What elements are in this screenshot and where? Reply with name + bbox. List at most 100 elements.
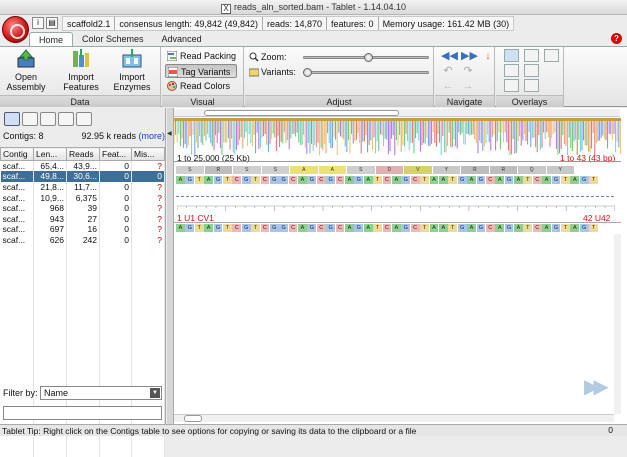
overview-scroll-thumb[interactable]: [204, 110, 399, 116]
memory-usage: Memory usage: 161.42 MB (30): [382, 19, 510, 29]
table-cell: ?: [131, 192, 165, 203]
table-row[interactable]: scaf... 697 16 0?: [0, 224, 165, 235]
feature-track-line: [176, 196, 614, 197]
table-row[interactable]: scaf... 626 242 0?: [0, 234, 165, 246]
overview-scrollbar[interactable]: [174, 109, 620, 117]
fast-forward-icon[interactable]: ▶▶: [584, 376, 609, 398]
empty-row: [0, 298, 165, 309]
table-row[interactable]: scaf... 65,4... 43,9... 0?: [0, 160, 165, 172]
page-left-icon[interactable]: ◀◀: [441, 50, 458, 62]
contigs-tab-icon[interactable]: [4, 112, 20, 126]
overlay-settings-icon[interactable]: [504, 79, 519, 92]
reads-count: reads: 14,870: [263, 17, 328, 30]
table-row[interactable]: scaf... 10,9... 6,375 0?: [0, 192, 165, 203]
empty-row: [0, 319, 165, 330]
amino-acid-cell: S: [347, 166, 375, 174]
filter-label: Filter by:: [3, 388, 38, 398]
read-colors-button[interactable]: Read Colors: [165, 79, 237, 93]
base-cell: C: [232, 224, 242, 232]
search-tab-icon[interactable]: [76, 112, 92, 126]
filter-input[interactable]: [3, 406, 162, 420]
tab-color-schemes[interactable]: Color Schemes: [82, 34, 144, 44]
read-packing-button[interactable]: Read Packing: [165, 49, 237, 63]
coverage-overview[interactable]: [174, 118, 621, 158]
status-right-value: 0: [608, 425, 613, 435]
overlay-reads-icon[interactable]: [504, 64, 519, 77]
features-tab-icon[interactable]: [22, 112, 38, 126]
tab-advanced[interactable]: Advanced: [161, 34, 202, 44]
zoom-slider-thumb[interactable]: [363, 53, 373, 62]
page-right-icon[interactable]: ▶▶: [461, 50, 478, 62]
filter-select[interactable]: Name ▼: [40, 386, 162, 400]
contigs-summary: Contigs: 8 92.95 k reads (more): [3, 131, 165, 141]
table-row[interactable]: scaf... 21,8... 11,7... 0?: [0, 181, 165, 193]
open-assembly-button[interactable]: Open Assembly: [6, 49, 46, 92]
base-cell: T: [194, 176, 204, 184]
notes-tab-icon[interactable]: [40, 112, 56, 126]
column-header[interactable]: Feat...: [99, 147, 132, 161]
horizontal-scrollbar[interactable]: [174, 414, 614, 422]
overlay-bars-icon[interactable]: [524, 79, 539, 92]
column-header[interactable]: Mis...: [131, 147, 165, 161]
contig-name: scaffold2.1: [63, 17, 116, 30]
table-cell: 0: [99, 160, 132, 172]
variants-slider-thumb[interactable]: [303, 68, 312, 77]
overlay-chart-icon[interactable]: [544, 49, 559, 62]
assembly-viewer[interactable]: [173, 108, 627, 424]
tag-variants-button[interactable]: Tag Variants: [165, 64, 237, 78]
variants-slider[interactable]: [303, 71, 429, 74]
table-cell: 0: [99, 181, 132, 193]
empty-row: [0, 361, 165, 373]
horizontal-scroll-thumb[interactable]: [184, 415, 202, 422]
navigate-group: ◀◀ ▶▶ ↓ ↶ ↷ ← → Navigate: [435, 47, 495, 107]
overlay-columns-icon[interactable]: [524, 64, 539, 77]
table-cell: ?: [131, 234, 165, 246]
table-row[interactable]: scaf... 968 39 0?: [0, 202, 165, 214]
table-cell: scaf...: [0, 234, 34, 246]
column-header[interactable]: Len...: [33, 147, 67, 161]
contigs-reads-count: 92.95 k reads: [81, 131, 136, 141]
overview-divider: [174, 161, 621, 162]
colors-tab-icon[interactable]: [58, 112, 74, 126]
base-cell: G: [457, 224, 467, 232]
base-cell: C: [532, 176, 542, 184]
column-header[interactable]: Reads: [66, 147, 100, 161]
forward-arrow-icon[interactable]: →: [462, 80, 474, 92]
base-cell: A: [438, 224, 448, 232]
base-cell: A: [176, 224, 185, 232]
base-cell: C: [485, 176, 495, 184]
base-cell: A: [542, 224, 552, 232]
base-cell: G: [269, 176, 279, 184]
more-link[interactable]: (more): [138, 131, 166, 141]
next-feature-icon[interactable]: ↷: [463, 65, 473, 77]
ruler-start-label: 1 U1 CV1: [177, 213, 214, 223]
base-cell: G: [579, 176, 589, 184]
import-enzymes-button[interactable]: Import Enzymes: [112, 49, 152, 92]
save-icon[interactable]: ▤: [46, 17, 58, 29]
table-row[interactable]: scaf... 49,8... 30,6... 0 0: [0, 171, 165, 182]
panel-splitter[interactable]: [167, 108, 173, 424]
vertical-scrollbar[interactable]: [614, 234, 621, 414]
application-menu-button[interactable]: [2, 16, 29, 43]
table-row[interactable]: scaf... 943 27 0?: [0, 213, 165, 225]
import-features-icon: [73, 49, 89, 67]
help-icon[interactable]: ?: [611, 33, 622, 44]
overlay-cursor-icon[interactable]: [504, 49, 519, 62]
back-arrow-icon[interactable]: ←: [442, 80, 454, 92]
tab-home[interactable]: Home: [29, 32, 74, 46]
column-header[interactable]: Contig: [0, 147, 34, 161]
base-cell: T: [420, 224, 429, 232]
base-cell: G: [476, 224, 486, 232]
jump-to-base-icon[interactable]: ↓: [485, 50, 491, 62]
previous-feature-icon[interactable]: ↶: [443, 65, 453, 77]
overlay-grid-icon[interactable]: [524, 49, 539, 62]
empty-row: [0, 435, 165, 447]
info-icon[interactable]: i: [32, 17, 44, 29]
import-features-button[interactable]: Import Features: [61, 49, 101, 92]
base-cell: A: [570, 224, 580, 232]
window-title: reads_aln_sorted.bam - Tablet - 1.14.04.…: [234, 2, 406, 12]
empty-row: [0, 245, 165, 256]
base-cell: C: [288, 224, 298, 232]
